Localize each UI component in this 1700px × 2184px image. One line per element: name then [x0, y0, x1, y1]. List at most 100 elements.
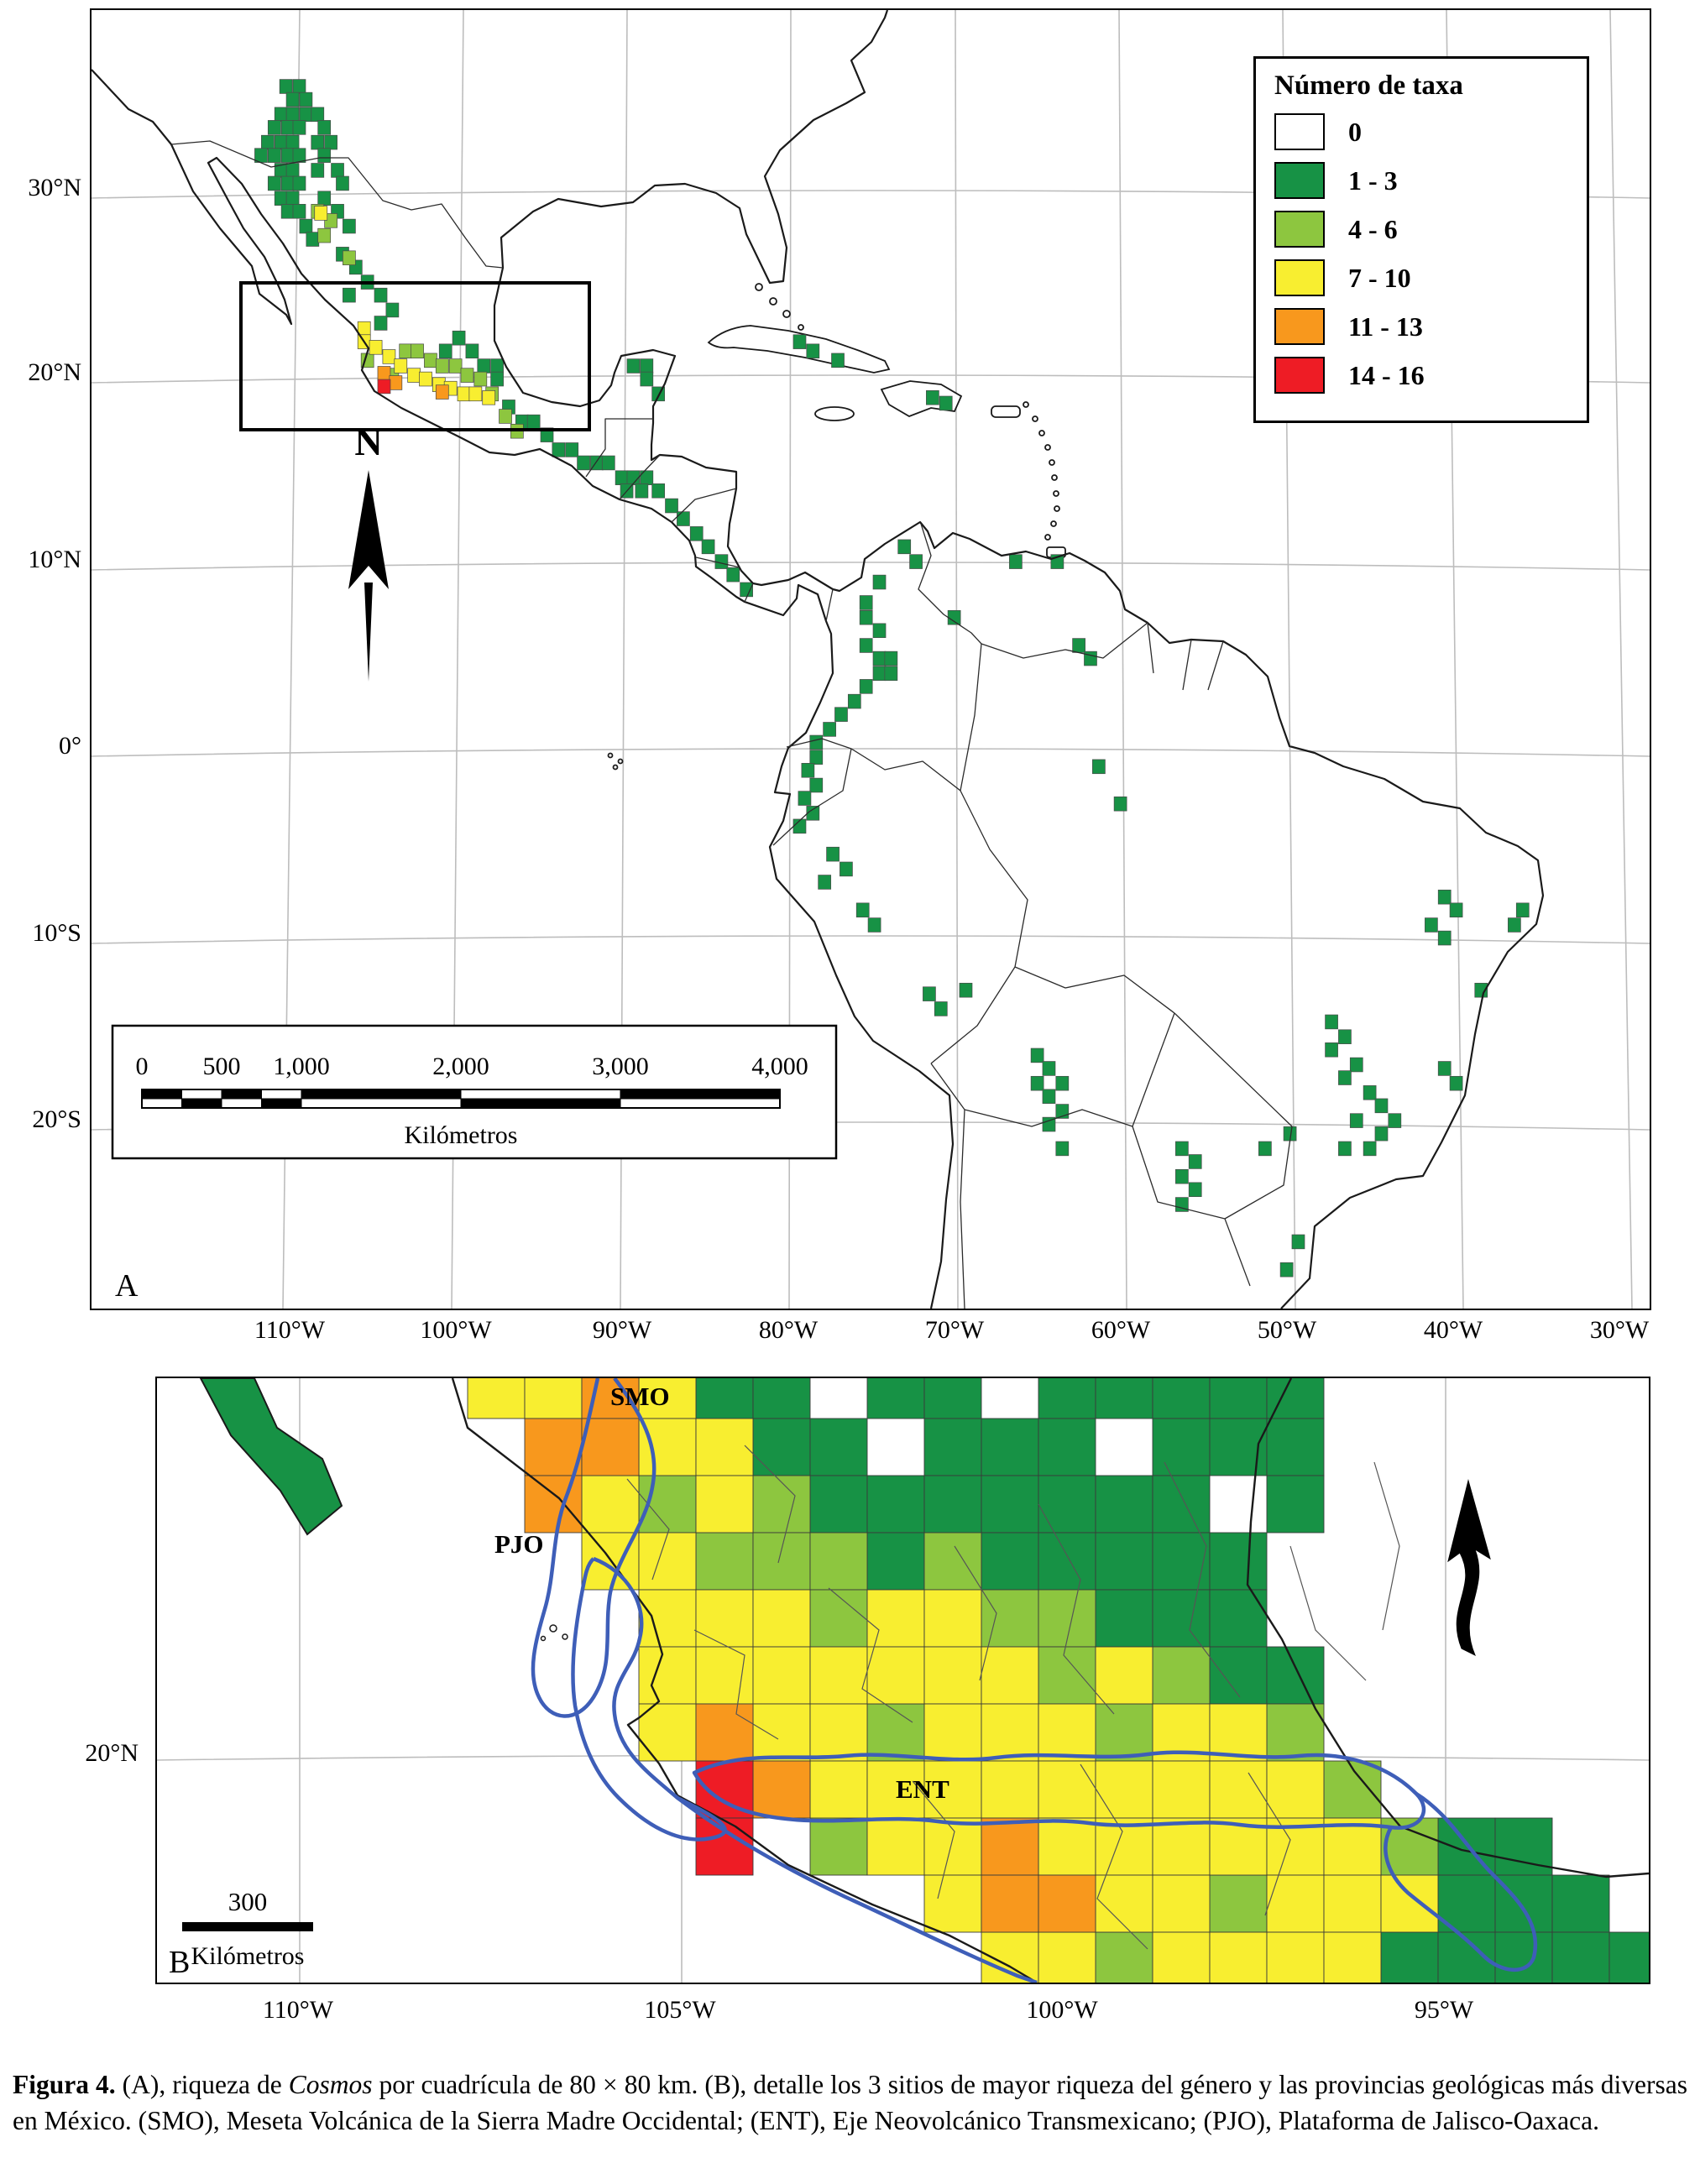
panel-a-map: N 0 500 1,000 2,000 3,000 4,000	[92, 10, 1650, 1309]
grid-cell	[292, 120, 306, 135]
antilles-island	[1023, 401, 1029, 408]
grid-cell	[1152, 1378, 1211, 1419]
grid-cell	[524, 1418, 583, 1476]
grid-cell	[939, 395, 953, 411]
grid-cell	[374, 287, 388, 303]
grid-cell	[752, 1646, 811, 1705]
grid-cell	[299, 91, 313, 107]
grid-cell	[855, 902, 870, 918]
legend-swatch	[1274, 113, 1325, 150]
grid-cell	[1188, 1182, 1202, 1198]
grid-cell	[581, 1475, 640, 1534]
grid-cell	[695, 1378, 754, 1419]
grid-cell	[1508, 917, 1521, 933]
grid-cell	[1038, 1931, 1096, 1983]
grid-cell	[752, 1378, 811, 1419]
grid-cell	[601, 455, 615, 471]
grid-cell	[565, 442, 579, 457]
scalebar-tick-label: 0	[136, 1053, 149, 1080]
grid-cell	[981, 1874, 1039, 1933]
grid-cell	[552, 442, 566, 457]
grid-cell	[1030, 1048, 1044, 1063]
grid-cell	[385, 302, 400, 318]
grid-cell	[343, 250, 356, 266]
grid-cell	[818, 875, 832, 890]
grid-cell	[299, 107, 313, 123]
grid-cell	[1095, 1703, 1153, 1762]
pjo-outline	[593, 1556, 1038, 1983]
coastlines-b	[451, 1378, 1649, 1983]
grid-cell	[923, 1378, 982, 1419]
panel-b-map: SMO PJO ENT 300 Kilómetros B	[157, 1378, 1649, 1983]
legend-swatch	[1274, 357, 1325, 394]
grid-cell	[311, 163, 325, 178]
grid-cell	[872, 623, 887, 639]
grid-cell	[267, 175, 281, 191]
grid-cell	[847, 693, 861, 709]
grid-cell	[1437, 1061, 1452, 1076]
grid-cell	[1551, 1931, 1610, 1983]
grid-cell	[859, 609, 873, 625]
grid-cell	[324, 134, 337, 150]
grid-cell	[577, 455, 590, 471]
grid-cell	[274, 134, 288, 150]
grid-cell	[809, 750, 824, 765]
grid-cell	[701, 539, 715, 555]
grid-cell	[1258, 1141, 1272, 1157]
grid-cell	[1055, 1075, 1070, 1091]
grid-cell	[1095, 1817, 1153, 1876]
antilles-island	[1038, 430, 1045, 436]
grid-cell	[1175, 1168, 1189, 1184]
lon-label: 40°W	[1423, 1316, 1483, 1344]
grid-cell	[317, 191, 332, 206]
grid-cell	[581, 1418, 640, 1476]
panel-a: N 0 500 1,000 2,000 3,000 4,000	[90, 8, 1651, 1310]
grid-cell	[923, 986, 936, 1001]
grid-cell	[1095, 1589, 1153, 1648]
grid-cell	[934, 1001, 948, 1016]
grid-cell	[399, 343, 413, 359]
grid-cell	[638, 1646, 697, 1705]
grid-cell	[1038, 1760, 1096, 1819]
grid-cell	[473, 371, 488, 387]
grid-cell	[638, 1532, 697, 1591]
grid-cell	[499, 409, 512, 424]
grid-cell	[752, 1760, 811, 1819]
grid-cell	[866, 1817, 925, 1876]
grid-cell	[626, 358, 641, 374]
grid-cell	[1095, 1760, 1153, 1819]
geological-province-outlines	[531, 1378, 1538, 1983]
lon-label: 100°W	[1026, 1996, 1098, 2024]
grid-cell	[1152, 1589, 1211, 1648]
north-label: N	[354, 421, 382, 463]
richness-grid-cells-a	[254, 79, 1530, 1277]
grid-cell	[389, 375, 403, 390]
caption-figure-label: Figura 4.	[13, 2070, 116, 2099]
grid-cell	[274, 191, 288, 206]
grid-cell	[695, 1418, 754, 1476]
lon-label: 100°W	[420, 1316, 492, 1344]
inset-extent-rectangle	[239, 281, 591, 431]
grid-cell	[1374, 1098, 1389, 1114]
lon-label: 50°W	[1257, 1316, 1317, 1344]
grid-cell	[981, 1760, 1039, 1819]
country-borders-a	[170, 140, 1293, 1309]
lon-label: 90°W	[592, 1316, 652, 1344]
grid-cell	[695, 1589, 754, 1648]
grid-cell	[292, 204, 306, 219]
grid-cell	[1437, 930, 1452, 946]
grid-cell	[1209, 1703, 1268, 1762]
grid-cell	[1095, 1874, 1153, 1933]
grid-cell	[460, 368, 474, 383]
grid-cell	[280, 204, 295, 219]
grid-cell	[1266, 1874, 1325, 1933]
grid-cell	[1188, 1154, 1202, 1169]
grid-cell	[1325, 1014, 1338, 1030]
grid-cell	[640, 358, 654, 374]
lat-label: 10°N	[28, 546, 81, 573]
grid-cell	[806, 343, 820, 359]
grid-cell	[695, 1703, 754, 1762]
grid-cell	[714, 554, 729, 569]
grid-cell	[477, 358, 491, 374]
scalebar-a: 0 500 1,000 2,000 3,000 4,000 Kilóm	[111, 1024, 838, 1160]
